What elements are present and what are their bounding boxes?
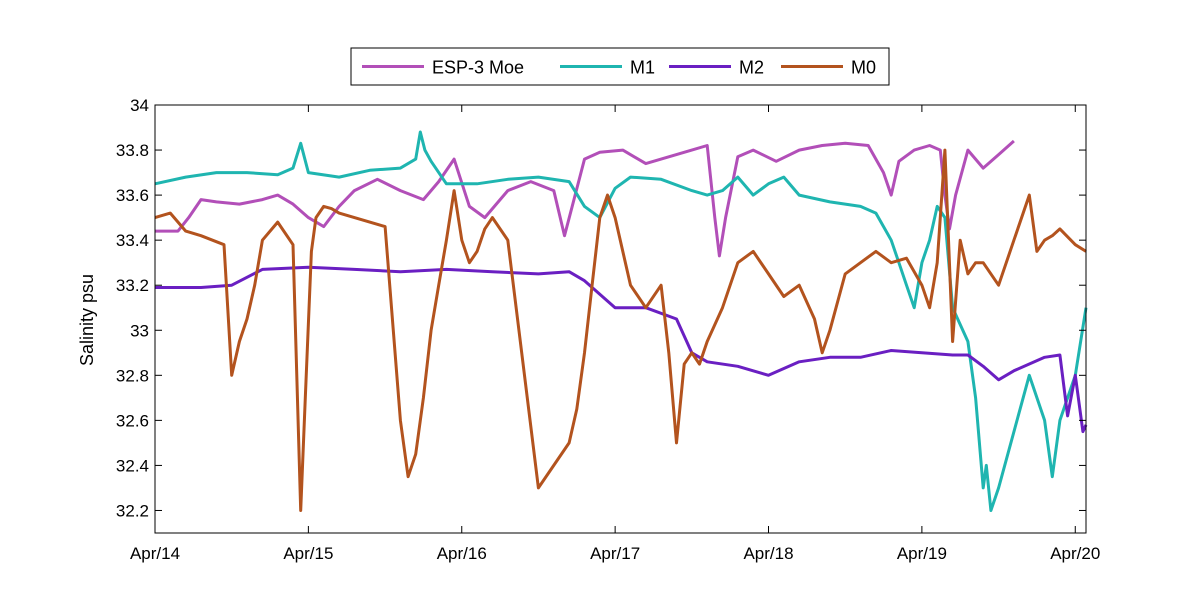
y-tick-label: 33.4 <box>116 231 149 250</box>
series-line-m1 <box>154 130 1088 512</box>
x-tick-label: Apr/19 <box>897 544 947 563</box>
x-tick-label: Apr/18 <box>743 544 793 563</box>
x-tick-label: Apr/16 <box>437 544 487 563</box>
x-tick-label: Apr/20 <box>1050 544 1100 563</box>
y-tick-label: 32.8 <box>116 366 149 385</box>
y-axis-label: Salinity psu <box>77 274 97 366</box>
series-line-esp-3-moe <box>155 139 1015 258</box>
y-tick-label: 33.2 <box>116 276 149 295</box>
legend: ESP-3 Moe M1 M2 M0 <box>350 47 890 86</box>
series-line-m2 <box>155 265 1088 434</box>
y-tick-label: 32.2 <box>116 501 149 520</box>
legend-label: M1 <box>630 58 655 78</box>
x-tick-label: Apr/15 <box>283 544 333 563</box>
legend-label: M2 <box>739 58 764 78</box>
y-tick-label: 33 <box>130 321 149 340</box>
x-tick-label: Apr/17 <box>590 544 640 563</box>
y-tick-label: 32.6 <box>116 411 149 430</box>
legend-label: M0 <box>851 58 876 78</box>
y-tick-label: 34 <box>130 96 149 115</box>
y-tick-label: 33.8 <box>116 141 149 160</box>
plot-frame <box>154 104 1087 534</box>
y-tick-label: 33.6 <box>116 186 149 205</box>
plot-area <box>154 130 1088 512</box>
series-line-m0 <box>154 148 1087 512</box>
legend-label: ESP-3 Moe <box>432 58 524 78</box>
axes: Apr/14 Apr/15 Apr/16 Apr/17 Apr/18 Apr/19 Apr/… <box>116 96 1100 563</box>
y-tick-label: 32.4 <box>116 456 149 475</box>
x-tick-label: Apr/14 <box>130 544 180 563</box>
